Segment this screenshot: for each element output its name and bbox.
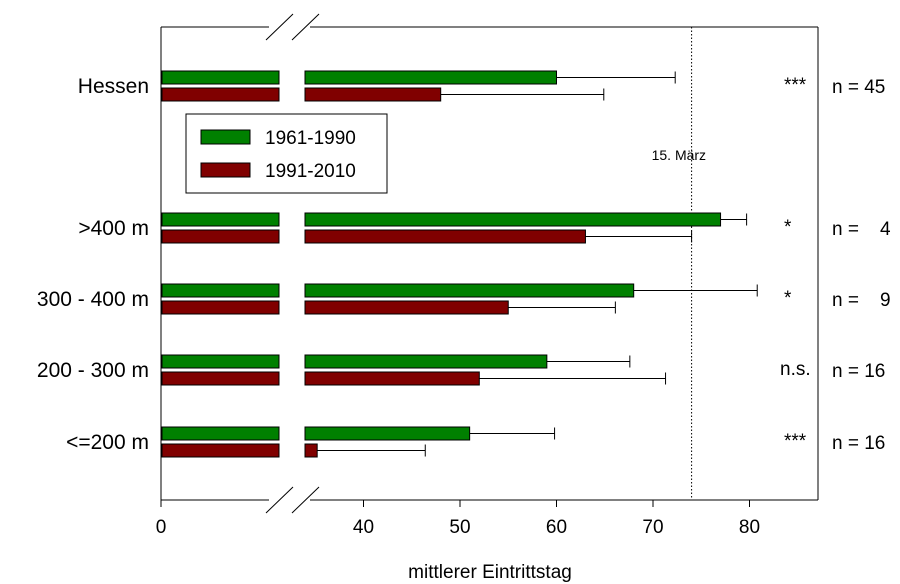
- bar--400-m-1-left: [161, 229, 280, 244]
- significance-label-1: *: [784, 217, 792, 238]
- significance-label-3: n.s.: [780, 359, 811, 380]
- category-label-1: >400 m: [78, 217, 149, 240]
- bars-layer: [161, 70, 758, 458]
- x-tick-label-80: 80: [739, 517, 760, 538]
- legend-swatch-1961-1990: [200, 129, 251, 145]
- bar--400-m-0-right: [304, 212, 722, 227]
- bar-300-400-m-1-right: [304, 300, 509, 315]
- x-axis-title: mittlerer Eintrittstag: [408, 562, 572, 583]
- legend-box: [185, 113, 388, 194]
- bar--200-m-0-right: [304, 426, 471, 441]
- legend-label-1961-1990: 1961-1990: [265, 128, 356, 149]
- x-tick-label-50: 50: [449, 517, 470, 538]
- category-label-3: 200 - 300 m: [37, 359, 149, 382]
- category-label-2: 300 - 400 m: [37, 288, 149, 311]
- x-tick-label-60: 60: [546, 517, 567, 538]
- bar-200-300-m-1-right: [304, 371, 480, 386]
- x-tick-label-70: 70: [642, 517, 663, 538]
- n-label-3: n = 16: [832, 361, 885, 382]
- reference-line-label: 15. März: [652, 147, 706, 163]
- bar-Hessen-0-left: [161, 70, 280, 85]
- bar-Hessen-1-right: [304, 87, 442, 102]
- labels-layer: 0 40 50 60 70 80 Hessen *** n = 45 >400 m * n = 4 30…: [37, 75, 891, 538]
- legend: 1961-1990 1991-2010: [185, 113, 388, 194]
- legend-label-1991-2010: 1991-2010: [265, 161, 356, 182]
- bar--400-m-1-right: [304, 229, 586, 244]
- x-tick-label-40: 40: [353, 517, 374, 538]
- x-tick-label-0: 0: [156, 517, 167, 538]
- significance-label-2: *: [784, 288, 792, 309]
- bar-300-400-m-1-left: [161, 300, 280, 315]
- axis-break-mark-bottom-1: [265, 486, 294, 514]
- bar-200-300-m-0-left: [161, 354, 280, 369]
- bar-200-300-m-0-right: [304, 354, 548, 369]
- legend-swatch-1991-2010: [200, 162, 251, 178]
- significance-label-4: ***: [784, 431, 807, 452]
- axis-break-mark-top-1: [265, 13, 294, 41]
- plot-area: [160, 13, 819, 514]
- bar-300-400-m-0-right: [304, 283, 635, 298]
- n-label-2: n = 9: [832, 290, 891, 311]
- n-label-4: n = 16: [832, 433, 885, 454]
- axis-break-mark-top-2: [291, 13, 320, 41]
- bar--200-m-1-left: [161, 443, 280, 458]
- significance-label-0: ***: [784, 75, 807, 96]
- bar-300-400-m-0-left: [161, 283, 280, 298]
- bar--200-m-1-right: [304, 443, 318, 458]
- n-label-0: n = 45: [832, 77, 885, 98]
- bar-Hessen-0-right: [304, 70, 557, 85]
- n-label-1: n = 4: [832, 219, 891, 240]
- bar--200-m-0-left: [161, 426, 280, 441]
- category-label-4: <=200 m: [66, 431, 149, 454]
- bar-Hessen-1-left: [161, 87, 280, 102]
- bar-200-300-m-1-left: [161, 371, 280, 386]
- axis-break-mark-bottom-2: [291, 486, 320, 514]
- category-label-0: Hessen: [78, 75, 149, 98]
- bar--400-m-0-left: [161, 212, 280, 227]
